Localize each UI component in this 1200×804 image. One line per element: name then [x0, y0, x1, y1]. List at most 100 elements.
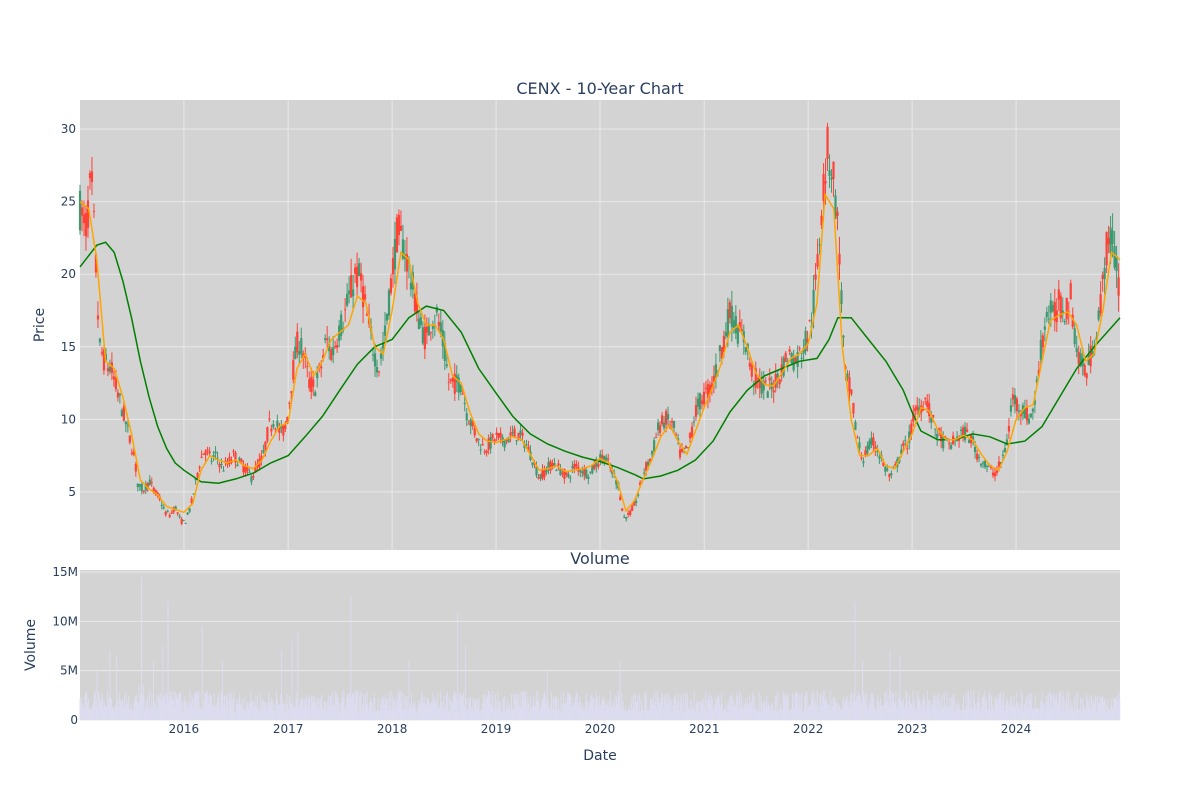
volume-bar — [891, 702, 893, 720]
volume-bar — [658, 702, 660, 720]
volume-bar — [960, 710, 962, 720]
volume-bar — [543, 693, 545, 720]
volume-bar — [224, 707, 226, 720]
volume-bar — [1046, 701, 1048, 720]
volume-bar — [882, 711, 884, 720]
volume-bar — [604, 699, 606, 720]
candle-body-down — [720, 347, 723, 359]
candle-body-down — [198, 466, 201, 469]
volume-bar — [704, 691, 706, 720]
volume-bar — [409, 705, 411, 720]
candle-body-down — [965, 429, 969, 432]
volume-bar — [442, 700, 444, 720]
volume-bar — [112, 706, 114, 720]
volume-y-tick-label: 5M — [60, 664, 78, 678]
candle-body-down — [561, 472, 564, 474]
volume-bar — [129, 707, 131, 720]
volume-bar — [1117, 702, 1119, 720]
candle-body-down — [754, 368, 757, 388]
candle-body-down — [453, 373, 456, 394]
candle-body-down — [132, 451, 135, 455]
candle-body-down — [142, 491, 145, 493]
volume-bar — [501, 710, 503, 720]
volume-bar — [475, 699, 477, 720]
candle-body-down — [218, 463, 221, 468]
volume-bar — [753, 708, 755, 720]
volume-bar — [648, 710, 650, 720]
candle-body-down — [336, 345, 339, 348]
volume-bar — [828, 705, 830, 720]
volume-bar — [539, 711, 541, 720]
volume-bar — [995, 699, 997, 720]
candle-body-down — [320, 366, 323, 369]
volume-bar — [457, 611, 459, 720]
volume-bar — [184, 695, 186, 720]
candle-body-up — [967, 439, 971, 444]
candle-body-down — [467, 423, 470, 425]
volume-bar — [331, 704, 333, 720]
volume-bar — [961, 710, 963, 720]
volume-bar — [698, 702, 700, 720]
volume-bar — [574, 701, 576, 720]
volume-bar — [612, 702, 614, 720]
volume-bar — [563, 703, 565, 720]
candle-body-down — [820, 215, 823, 225]
volume-bar — [852, 700, 854, 720]
candle-body-up — [457, 377, 460, 393]
volume-bar — [95, 701, 97, 720]
volume-bar — [303, 705, 305, 720]
volume-bar — [436, 705, 438, 720]
volume-bar — [879, 702, 881, 720]
volume-bar — [313, 696, 315, 720]
volume-bar — [918, 696, 920, 720]
volume-bar — [644, 692, 646, 720]
volume-bar — [707, 694, 709, 720]
volume-bar — [1072, 706, 1074, 720]
volume-bar — [608, 706, 610, 720]
candle-body-down — [838, 253, 841, 265]
candle-body-down — [310, 376, 313, 392]
volume-bar — [327, 700, 329, 720]
candle-body-down — [491, 434, 494, 438]
volume-bar — [503, 697, 505, 720]
volume-bar — [557, 710, 559, 720]
volume-bar — [756, 709, 758, 720]
volume-bar — [680, 692, 682, 720]
candle-body-down — [196, 472, 199, 478]
volume-bar — [389, 705, 391, 720]
volume-bar — [449, 710, 451, 720]
candle-body-down — [1107, 237, 1110, 245]
volume-bar — [1012, 707, 1014, 720]
candle-body-up — [868, 440, 871, 449]
volume-bar — [697, 701, 699, 720]
volume-bar — [222, 660, 224, 720]
volume-bar — [604, 710, 606, 720]
candle-body-up — [381, 343, 385, 349]
volume-bar — [397, 698, 399, 720]
volume-bar — [662, 693, 664, 720]
volume-bar — [1096, 710, 1098, 720]
volume-bar — [1039, 700, 1041, 720]
candle-body-up — [126, 425, 129, 427]
volume-bar — [510, 694, 512, 720]
volume-bar — [683, 694, 685, 720]
volume-bar — [117, 699, 119, 720]
x-tick-label: 2019 — [481, 722, 512, 736]
candle-body-up — [479, 449, 482, 451]
volume-bar — [1073, 711, 1075, 720]
volume-bar — [872, 694, 874, 720]
volume-bar — [1110, 699, 1112, 720]
candle-body-down — [1025, 407, 1028, 421]
candle-body-up — [591, 464, 594, 474]
volume-bar — [360, 690, 362, 720]
candle-body-down — [629, 510, 632, 516]
volume-bar — [301, 696, 303, 720]
volume-bar — [248, 701, 250, 720]
volume-bar — [956, 704, 958, 720]
candle-body-up — [653, 440, 656, 452]
volume-bar — [1097, 697, 1099, 720]
volume-bar — [246, 705, 248, 720]
candle-body-up — [375, 367, 379, 373]
volume-bar — [478, 699, 480, 720]
volume-bar — [196, 691, 198, 720]
